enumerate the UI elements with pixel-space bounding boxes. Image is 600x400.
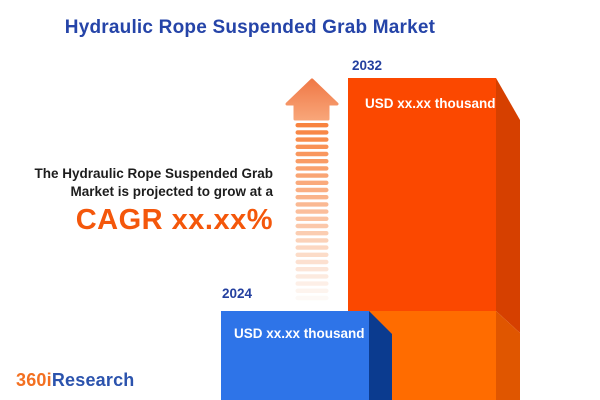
bar-2032 — [348, 78, 520, 400]
arrow-stripe — [295, 187, 329, 193]
arrow-stripe — [295, 130, 329, 135]
arrow-stripe — [295, 223, 329, 229]
arrow-stripe — [295, 231, 329, 236]
arrow-stripe — [295, 216, 329, 221]
arrow-stripe — [295, 259, 329, 265]
arrow-stripe — [295, 151, 329, 157]
arrow-stripe — [295, 288, 329, 293]
logo-research: Research — [51, 370, 135, 390]
arrow-stripe — [295, 144, 329, 149]
bar-2032-face-upper — [348, 78, 496, 311]
bar-value-2032: USD xx.xx thousand — [365, 96, 496, 111]
bar-2024 — [221, 311, 392, 400]
arrow-stripe — [295, 274, 329, 279]
arrow-stripe — [295, 238, 329, 243]
arrow-stripe — [295, 195, 329, 200]
logo: 360iResearch — [16, 370, 135, 391]
bar-2032-side-lower — [496, 311, 520, 400]
bar-2032-side-upper — [496, 78, 520, 333]
bar-2024-side — [369, 311, 392, 400]
cagr-value: CAGR xx.xx% — [75, 204, 273, 236]
arrow-stripe — [295, 267, 329, 272]
arrow-stripe — [295, 209, 329, 214]
promo-text: The Hydraulic Rope Suspended Grab Market… — [0, 165, 273, 236]
bar-2024-face — [221, 311, 369, 400]
arrow-stripe — [295, 295, 329, 301]
arrow-stripe — [295, 166, 329, 171]
arrow-stripe — [295, 173, 329, 178]
arrow-stripe — [295, 245, 329, 250]
arrow-stripe — [295, 137, 329, 142]
arrow-stripe — [295, 281, 329, 286]
page-title: Hydraulic Rope Suspended Grab Market — [64, 17, 436, 38]
arrow-stripe — [295, 159, 329, 164]
promo-line-1: The Hydraulic Rope Suspended Grab — [34, 166, 273, 181]
bar-value-2024: USD xx.xx thousand — [234, 326, 365, 341]
arrow-stripe — [295, 252, 329, 257]
arrow-stripe — [295, 180, 329, 185]
arrow-stripe — [295, 202, 329, 207]
logo-360i: 360i — [16, 370, 52, 390]
arrow-stripe — [295, 123, 329, 128]
bar-label-2024: 2024 — [222, 286, 253, 301]
arrow-head — [285, 78, 339, 121]
promo-line-2: Market is projected to grow at a — [70, 184, 273, 199]
bar-label-2032: 2032 — [352, 58, 383, 73]
growth-arrow-icon — [285, 78, 339, 301]
